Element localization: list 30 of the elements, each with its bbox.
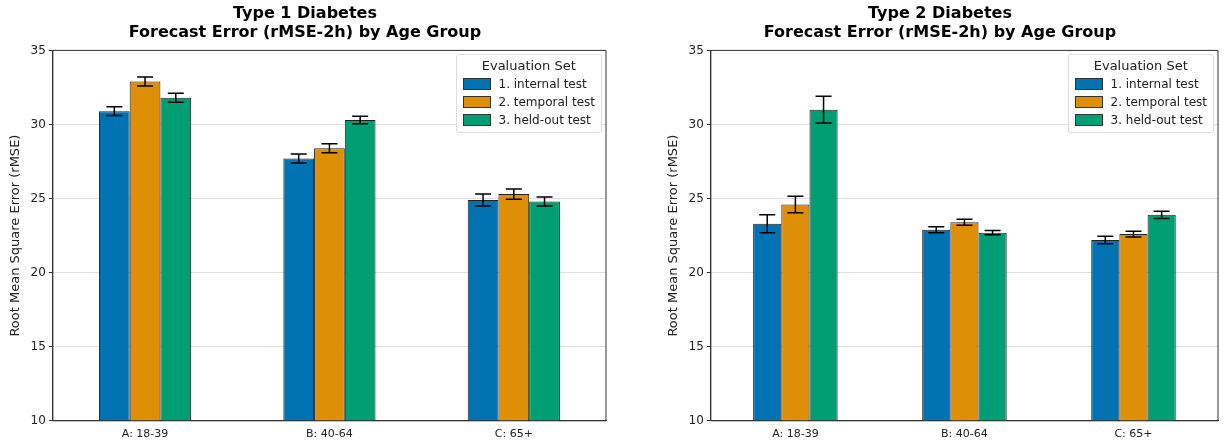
x-tick-label: C: 65+ (494, 427, 533, 441)
legend-label: 3. held-out test (498, 113, 591, 128)
chart-title: Type 2 Diabetes Forecast Error (rMSE-2h) by Age Group (763, 2, 1117, 41)
legend-label: 3. held-out test (1110, 113, 1203, 128)
legend-label: 2. temporal test (1110, 95, 1207, 110)
y-axis-title: Root Mean Square Error (rMSE) (7, 134, 23, 337)
y-tick-label: 35 (688, 42, 704, 57)
y-tick-label: 35 (30, 42, 46, 57)
y-tick-label: 30 (688, 116, 704, 131)
y-tick-label: 20 (688, 264, 704, 279)
legend-label: 1. internal test (1110, 77, 1199, 92)
y-tick-label: 10 (30, 412, 46, 427)
legend-title: Evaluation Set (1092, 58, 1189, 74)
legend-title: Evaluation Set (480, 58, 577, 74)
chart-title: Type 1 Diabetes Forecast Error (rMSE-2h) by Age Group (128, 2, 482, 41)
y-axis-title: Root Mean Square Error (rMSE) (665, 134, 681, 337)
y-tick-label: 20 (30, 264, 46, 279)
y-tick-label: 25 (688, 190, 704, 205)
x-tick-label: A: 18-39 (121, 427, 169, 441)
legend-label: 1. internal test (498, 77, 587, 92)
y-tick-label: 15 (30, 338, 46, 353)
x-tick-label: B: 40-64 (306, 427, 353, 441)
x-tick-label: B: 40-64 (941, 427, 988, 441)
x-tick-label: A: 18-39 (772, 427, 819, 441)
y-tick-label: 15 (688, 338, 704, 353)
y-tick-label: 30 (30, 116, 46, 131)
y-tick-label: 10 (688, 412, 704, 427)
legend-label: 2. temporal test (498, 95, 595, 110)
y-tick-label: 25 (30, 190, 46, 205)
x-tick-label: C: 65+ (1114, 427, 1153, 441)
